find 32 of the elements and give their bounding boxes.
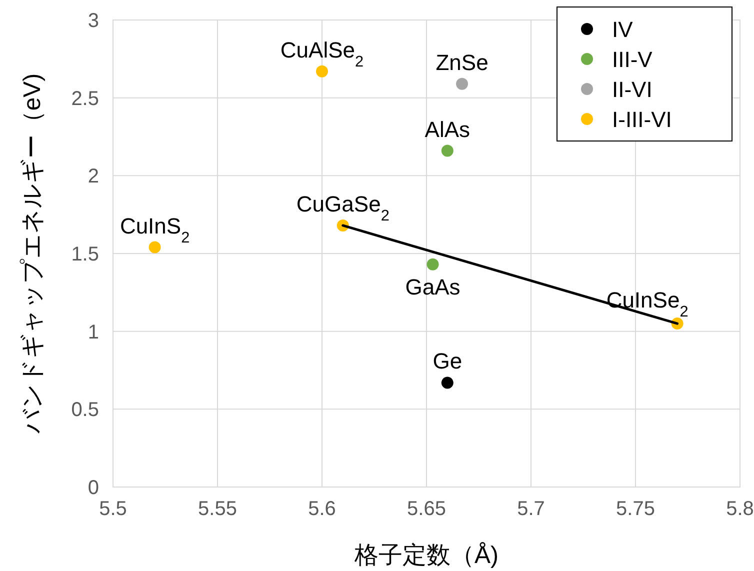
x-tick-label: 5.75: [616, 498, 655, 520]
y-tick-label: 2.5: [71, 88, 99, 110]
annotation: Ge: [432, 348, 462, 374]
x-axis-title: 格子定数（Å): [354, 542, 498, 569]
x-tick-label: 5.5: [99, 498, 127, 520]
point: [148, 241, 161, 254]
y-tick-label: 2: [88, 166, 99, 188]
y-tick-label: 1.5: [71, 244, 99, 266]
x-tick-label: 5.8: [726, 498, 754, 520]
x-tick-label: 5.7: [517, 498, 545, 520]
legend-label: III-V: [612, 47, 653, 72]
y-tick-label: 0.5: [71, 399, 99, 422]
y-tick-label: 3: [88, 10, 99, 32]
annotation: AlAs: [424, 116, 470, 142]
annotation: CuInS$_{2}$: [120, 213, 190, 246]
y-tick-label: 0: [88, 477, 99, 499]
legend-label: I-III-VI: [612, 107, 672, 132]
point: [426, 258, 439, 270]
y-axis-title: バンドギャップエネルギー（eV): [19, 73, 46, 435]
point: [441, 144, 454, 157]
annotation: CuInSe$_{2}$: [606, 288, 688, 320]
annotation: CuGaSe$_{2}$: [296, 191, 390, 224]
x-tick-label: 5.65: [407, 498, 446, 520]
legend-label: IV: [612, 17, 634, 42]
point: [316, 65, 328, 78]
annotation: GaAs: [405, 274, 460, 300]
annotation: CuAlSe$_{2}$: [280, 37, 364, 70]
x-tick-label: 5.6: [308, 498, 336, 520]
legend-label: II-VI: [612, 77, 652, 102]
y-tick-label: 1: [88, 321, 99, 344]
annotation: ZnSe: [436, 50, 488, 75]
x-tick-label: 5.55: [198, 498, 237, 520]
